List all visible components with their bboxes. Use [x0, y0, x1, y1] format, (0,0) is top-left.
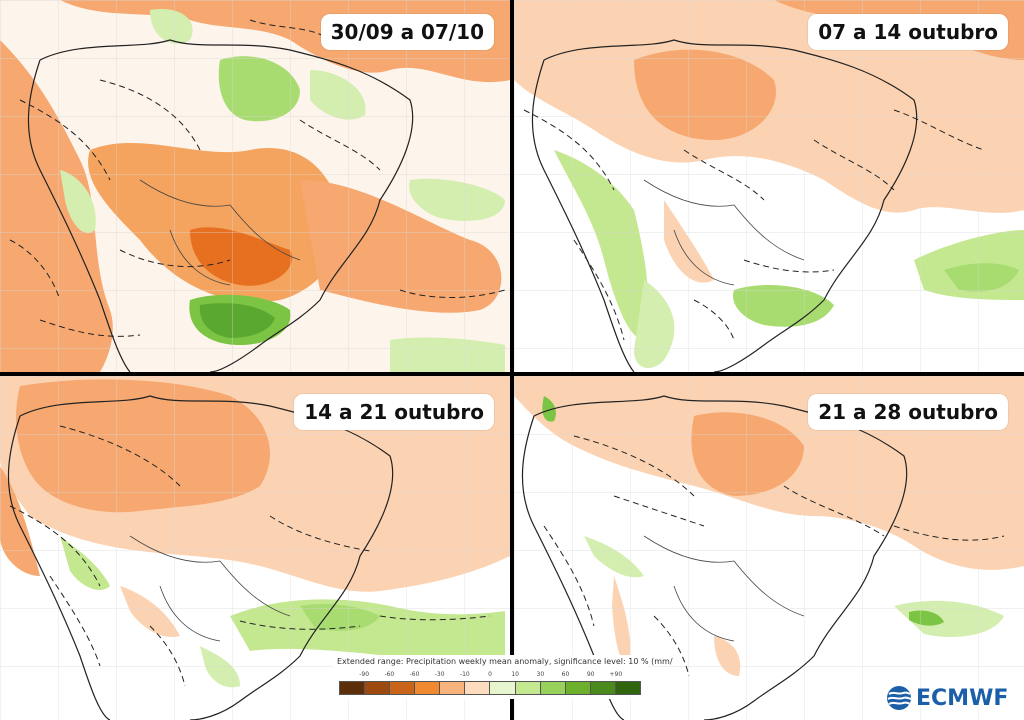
legend-tick-label: 0 [488, 671, 492, 678]
legend-tick-label: -30 [434, 671, 445, 678]
anomaly-map-2 [514, 0, 1024, 372]
ecmwf-logo-text: ECMWF [916, 685, 1009, 711]
legend-swatch [615, 682, 640, 694]
ecmwf-logo: ECMWF [886, 684, 1018, 712]
legend-swatch [340, 682, 366, 694]
week-date-label: 21 a 28 outubro [808, 394, 1008, 430]
ecmwf-globe-icon [887, 686, 912, 710]
map-panel-week-1: 30/09 a 07/10 [0, 0, 510, 372]
legend-colorbar [339, 681, 641, 695]
map-panel-week-3: 14 a 21 outubro [0, 376, 510, 720]
legend-ticks: -90 -60 -60 -30 -10 0 10 30 60 90 +90 [339, 671, 641, 681]
map-panel-week-4: 21 a 28 outubro [514, 376, 1024, 720]
legend-swatch [465, 682, 491, 694]
legend-swatch [565, 682, 591, 694]
legend-tick-label: 10 [511, 671, 519, 678]
legend-tick-label: -60 [384, 671, 395, 678]
legend-swatch [490, 682, 516, 694]
legend-swatch [365, 682, 391, 694]
anomaly-map-1 [0, 0, 510, 372]
legend-tick-label: +90 [609, 671, 623, 678]
anomaly-map-4 [514, 376, 1024, 720]
legend-swatch [415, 682, 441, 694]
week-date-label: 30/09 a 07/10 [320, 14, 494, 50]
legend-swatch [440, 682, 466, 694]
legend-tick-label: 30 [536, 671, 545, 678]
legend-swatch [515, 682, 541, 694]
colorbar-legend: Extended range: Precipitation weekly mea… [333, 655, 673, 699]
legend-tick-label: -90 [359, 671, 370, 678]
legend-tick-label: 60 [561, 671, 570, 678]
legend-swatch [590, 682, 616, 694]
week-date-label: 14 a 21 outubro [294, 394, 494, 430]
legend-tick-label: -60 [409, 671, 420, 678]
map-panel-week-2: 07 a 14 outubro [514, 0, 1024, 372]
legend-swatch [540, 682, 566, 694]
legend-swatch [390, 682, 416, 694]
week-date-label: 07 a 14 outubro [808, 14, 1008, 50]
panel-divider-vertical [510, 0, 514, 720]
panel-divider-horizontal [0, 372, 1024, 376]
legend-title: Extended range: Precipitation weekly mea… [337, 657, 673, 666]
legend-tick-label: 90 [586, 671, 595, 678]
legend-tick-label: -10 [459, 671, 470, 678]
